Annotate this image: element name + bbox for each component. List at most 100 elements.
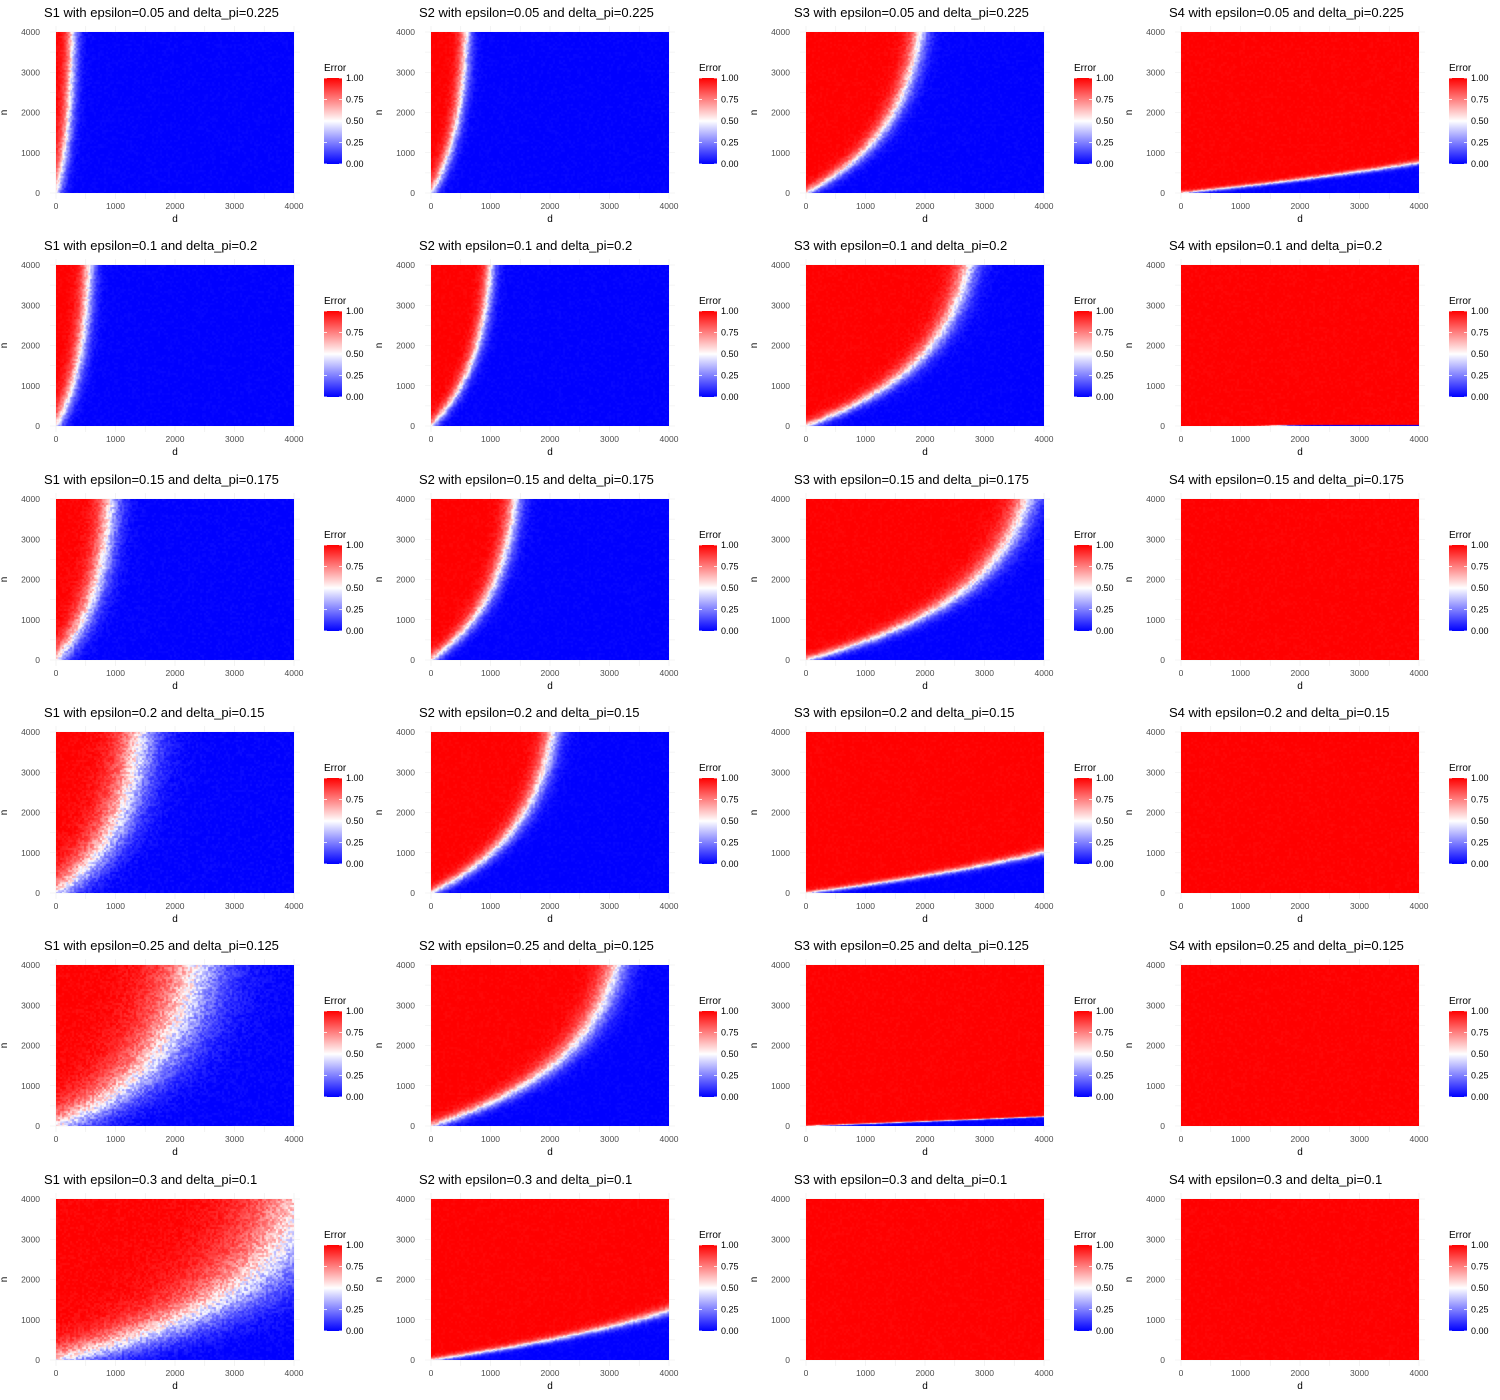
- legend-tick-label: 0.75: [721, 561, 739, 571]
- panel-svg: S3 with epsilon=0.3 and delta_pi=0.1 0 100…: [749, 1172, 1114, 1392]
- legend-tick-label: 0.25: [346, 1071, 364, 1081]
- legend-tick-label: 0.00: [1471, 392, 1489, 402]
- x-tick-label: 1000: [481, 1134, 500, 1144]
- y-tick-label: 0: [785, 888, 790, 898]
- y-tick-label: 1000: [771, 614, 790, 624]
- y-tick-label: 2000: [771, 1274, 790, 1284]
- y-tick-label: 1000: [396, 1314, 415, 1324]
- y-axis-label: n: [1124, 110, 1135, 116]
- heatmap-panel: S4 with epsilon=0.1 and delta_pi=0.2 0 100…: [1124, 233, 1500, 466]
- heatmap-cells: [1181, 32, 1419, 193]
- heatmap-cells: [56, 1198, 294, 1360]
- y-tick-label: 2000: [396, 1041, 415, 1051]
- x-axis-label: d: [172, 214, 178, 225]
- heatmap-area: [431, 965, 669, 1127]
- panel-svg: S1 with epsilon=0.15 and delta_pi=0.175 0…: [0, 472, 364, 692]
- legend-tick-label: 1.00: [1096, 540, 1114, 550]
- y-axis-label: n: [374, 1043, 385, 1049]
- y-tick-label: 3000: [1146, 767, 1165, 777]
- x-tick-label: 1000: [1231, 1368, 1250, 1378]
- legend-title: Error: [699, 530, 722, 541]
- y-tick-label: 4000: [396, 27, 415, 37]
- heatmap-cells: [1181, 731, 1419, 893]
- legend-tick-label: 0.25: [1096, 1304, 1114, 1314]
- x-tick-label: 1000: [106, 1134, 125, 1144]
- legend-title: Error: [1074, 1230, 1097, 1241]
- x-axis-label: d: [547, 914, 553, 925]
- x-tick-label: 4000: [660, 201, 679, 211]
- y-tick-label: 4000: [771, 27, 790, 37]
- y-tick-label: 4000: [21, 960, 40, 970]
- x-tick-label: 2000: [1291, 201, 1310, 211]
- legend-tick-label: 0.00: [1096, 1326, 1114, 1336]
- x-tick-label: 4000: [660, 668, 679, 678]
- x-tick-label: 4000: [285, 201, 304, 211]
- x-tick-label: 0: [1179, 1134, 1184, 1144]
- x-tick-label: 1000: [481, 434, 500, 444]
- y-tick-label: 3000: [396, 67, 415, 77]
- x-tick-label: 1000: [1231, 668, 1250, 678]
- legend-title: Error: [1449, 996, 1472, 1007]
- heatmap-cells: [806, 265, 1044, 427]
- legend-tick-label: 0.25: [721, 1071, 739, 1081]
- y-tick-label: 1000: [21, 614, 40, 624]
- legend-tick-label: 0.50: [346, 583, 364, 593]
- x-tick-label: 4000: [1410, 434, 1429, 444]
- y-tick-label: 4000: [771, 960, 790, 970]
- panel-title: S2 with epsilon=0.15 and delta_pi=0.175: [419, 472, 654, 487]
- y-tick-label: 3000: [771, 67, 790, 77]
- legend-tick-label: 0.75: [721, 95, 739, 105]
- heatmap-cells: [56, 731, 294, 893]
- x-tick-label: 4000: [660, 1134, 679, 1144]
- x-axis-label: d: [172, 681, 178, 692]
- legend-tick-label: 1.00: [1471, 1006, 1489, 1016]
- legend-tick-label: 0.00: [1471, 1326, 1489, 1336]
- legend-colorbar: [699, 1011, 717, 1098]
- y-tick-label: 3000: [21, 1234, 40, 1244]
- y-tick-label: 2000: [1146, 1041, 1165, 1051]
- y-tick-label: 4000: [1146, 1194, 1165, 1204]
- y-tick-label: 3000: [396, 1234, 415, 1244]
- legend-tick-label: 1.00: [1096, 1006, 1114, 1016]
- y-tick-label: 1000: [396, 614, 415, 624]
- legend-tick-label: 0.00: [1471, 159, 1489, 169]
- legend-tick-label: 0.50: [346, 1283, 364, 1293]
- legend-tick-label: 0.50: [1096, 1049, 1114, 1059]
- y-tick-label: 1000: [1146, 1314, 1165, 1324]
- panel-title: S4 with epsilon=0.25 and delta_pi=0.125: [1169, 938, 1404, 953]
- heatmap-area: [806, 32, 1044, 193]
- y-axis-label: n: [749, 1043, 760, 1049]
- legend-tick-label: 0.75: [721, 794, 739, 804]
- x-tick-label: 1000: [1231, 901, 1250, 911]
- x-tick-label: 0: [804, 1368, 809, 1378]
- y-tick-label: 3000: [1146, 534, 1165, 544]
- legend-tick-label: 1.00: [1471, 1240, 1489, 1250]
- heatmap-area: [1181, 498, 1419, 660]
- y-axis-label: n: [0, 1043, 10, 1049]
- legend-title: Error: [324, 530, 347, 541]
- x-axis-label: d: [172, 1381, 178, 1392]
- y-tick-label: 0: [1160, 655, 1165, 665]
- legend-title: Error: [1449, 1230, 1472, 1241]
- x-tick-label: 0: [1179, 668, 1184, 678]
- x-tick-label: 3000: [225, 201, 244, 211]
- y-axis-label: n: [1124, 1043, 1135, 1049]
- x-axis-label: d: [922, 214, 928, 225]
- legend-title: Error: [324, 763, 347, 774]
- heatmap-panel: S1 with epsilon=0.3 and delta_pi=0.1 0 100…: [0, 1167, 375, 1400]
- legend-tick-label: 1.00: [1471, 540, 1489, 550]
- heatmap-panel: S1 with epsilon=0.2 and delta_pi=0.15 0 10…: [0, 700, 375, 933]
- y-tick-label: 0: [35, 421, 40, 431]
- y-tick-label: 2000: [21, 341, 40, 351]
- heatmap-area: [1181, 32, 1419, 193]
- heatmap-cells: [431, 32, 669, 193]
- x-axis-label: d: [547, 214, 553, 225]
- heatmap-area: [806, 498, 1044, 660]
- legend-colorbar: [1074, 777, 1092, 864]
